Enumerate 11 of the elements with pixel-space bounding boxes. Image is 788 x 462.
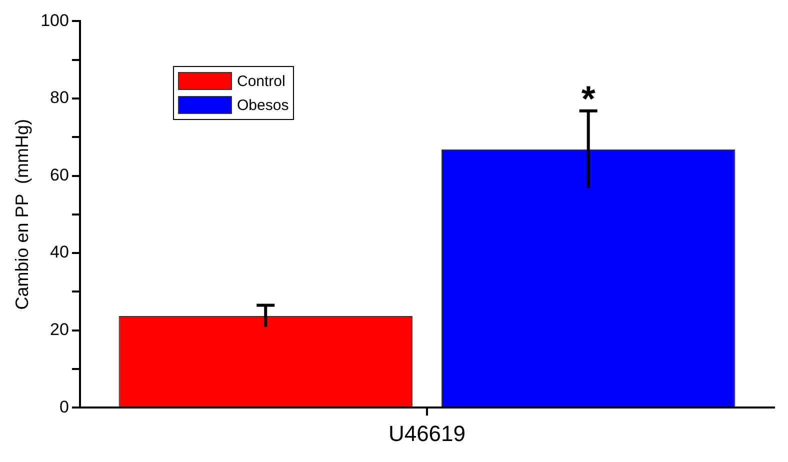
y-tick-label: 60 xyxy=(50,165,69,184)
y-tick-label: 80 xyxy=(50,88,69,108)
y-tick-label: 20 xyxy=(50,320,69,340)
y-tick-label: 40 xyxy=(50,242,69,262)
y-tick-label: 100 xyxy=(40,10,69,30)
y-tick-label: 0 xyxy=(59,397,69,416)
annotation: * xyxy=(581,78,596,119)
x-tick-label: U46619 xyxy=(388,420,466,446)
legend-label: Control xyxy=(237,72,286,90)
legend-label: Obesos xyxy=(237,96,289,114)
y-axis-title: Cambio en PP (mmHg) xyxy=(12,119,32,310)
